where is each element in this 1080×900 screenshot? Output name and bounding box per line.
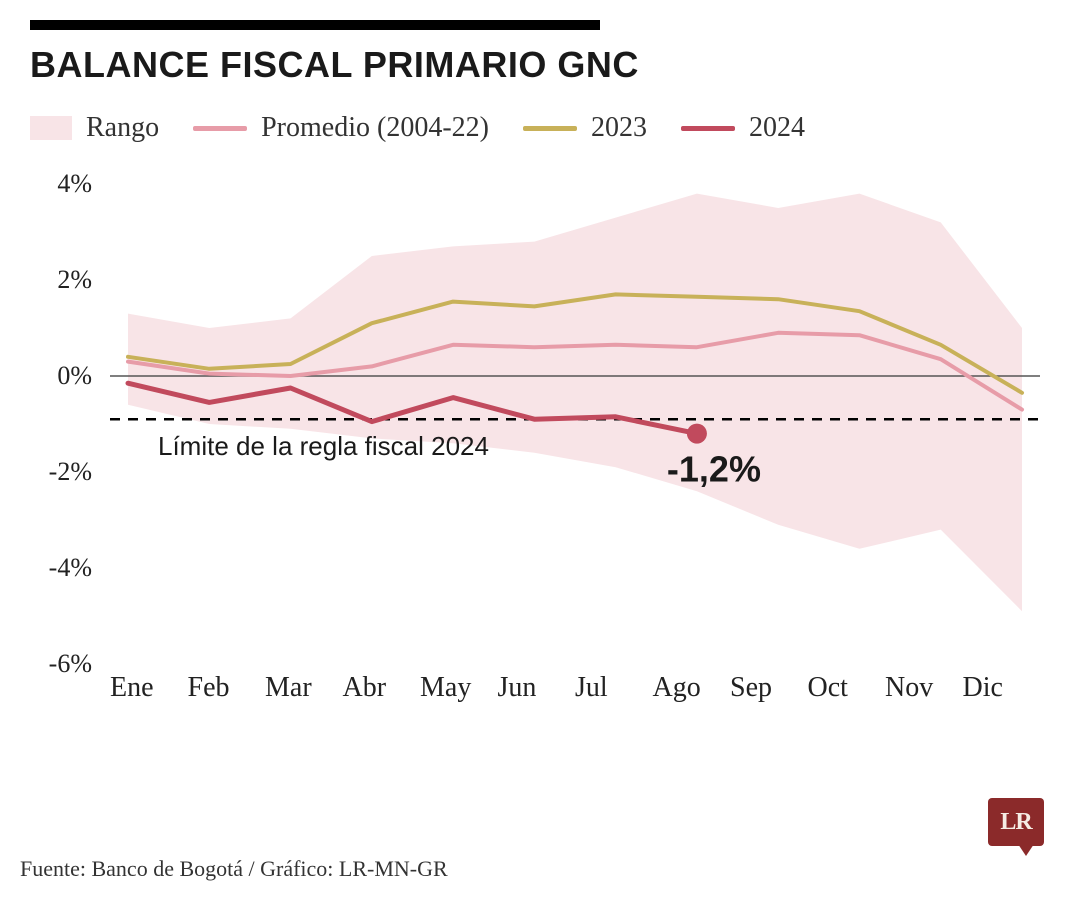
fiscal-limit-label: Límite de la regla fiscal 2024	[158, 431, 489, 461]
header-rule	[30, 20, 600, 30]
y-tick-label: -4%	[49, 553, 92, 583]
x-tick-label: Ago	[653, 672, 731, 704]
brand-logo-text: LR	[1000, 809, 1031, 836]
legend-2023-swatch	[523, 126, 577, 131]
brand-logo: LR	[988, 798, 1052, 862]
x-tick-label: Abr	[343, 672, 421, 704]
legend-avg-swatch	[193, 126, 247, 131]
x-tick-label: Jul	[575, 672, 653, 704]
y-tick-label: -2%	[49, 457, 92, 487]
callout-value: -1,2%	[667, 449, 761, 490]
legend-range-label: Rango	[86, 112, 159, 144]
y-axis-labels: 4%2%0%-2%-4%-6%	[30, 184, 100, 724]
legend-avg: Promedio (2004-22)	[193, 112, 489, 144]
legend-2023-label: 2023	[591, 112, 647, 144]
legend: Rango Promedio (2004-22) 2023 2024	[30, 112, 1050, 144]
legend-avg-label: Promedio (2004-22)	[261, 112, 489, 144]
x-tick-label: Oct	[808, 672, 886, 704]
x-axis-labels: EneFebMarAbrMayJunJulAgoSepOctNovDic	[110, 672, 1040, 704]
brand-logo-box: LR	[988, 798, 1044, 846]
range-area	[128, 194, 1022, 612]
legend-range: Rango	[30, 112, 159, 144]
x-tick-label: Jun	[498, 672, 576, 704]
x-tick-label: Feb	[188, 672, 266, 704]
y-tick-label: 2%	[57, 265, 92, 295]
x-tick-label: May	[420, 672, 498, 704]
series-2024-endpoint	[687, 424, 707, 444]
legend-2024: 2024	[681, 112, 805, 144]
x-tick-label: Mar	[265, 672, 343, 704]
x-tick-label: Nov	[885, 672, 963, 704]
x-tick-label: Dic	[963, 672, 1041, 704]
legend-range-swatch	[30, 116, 72, 140]
y-tick-label: 4%	[57, 169, 92, 199]
y-tick-label: -6%	[49, 649, 92, 679]
plot-area: Límite de la regla fiscal 2024 -1,2%	[110, 184, 1040, 664]
chart-title: BALANCE FISCAL PRIMARIO GNC	[30, 44, 1050, 86]
source-text: Fuente: Banco de Bogotá / Gráfico: LR-MN…	[20, 856, 448, 882]
x-tick-label: Ene	[110, 672, 188, 704]
legend-2023: 2023	[523, 112, 647, 144]
chart: 4%2%0%-2%-4%-6% Límite de la regla fisca…	[40, 184, 1040, 724]
y-tick-label: 0%	[57, 361, 92, 391]
legend-2024-swatch	[681, 126, 735, 131]
legend-2024-label: 2024	[749, 112, 805, 144]
x-tick-label: Sep	[730, 672, 808, 704]
